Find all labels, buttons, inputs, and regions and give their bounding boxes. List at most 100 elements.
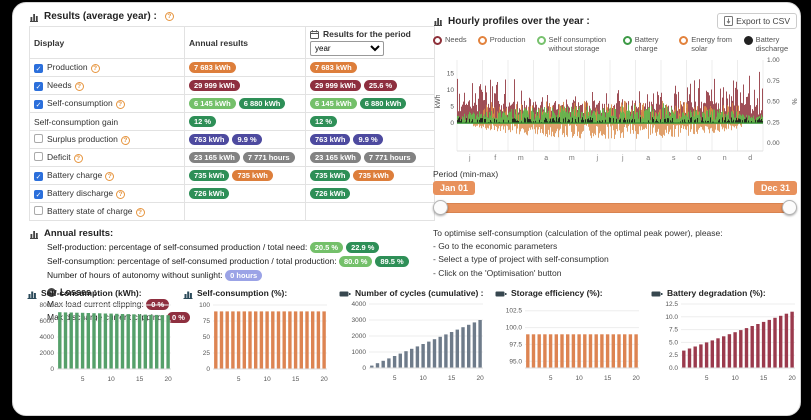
legend-dot-icon [477,36,487,45]
row-checkbox[interactable]: ✓ [34,64,43,73]
row-checkbox[interactable]: ✓ [34,172,43,181]
svg-text:20: 20 [789,375,797,382]
slider-handle-start[interactable] [433,200,448,215]
export-csv-button[interactable]: Export to CSV [717,13,797,29]
row-label-cell: ✓ Battery discharge? [29,184,185,203]
bar-chart-icon [27,291,37,299]
table-row: ✓ Battery discharge? 726 kWh 726 kWh [29,184,435,203]
help-icon[interactable]: ? [115,100,125,109]
row-label: Surplus production [47,134,118,144]
bar-chart-icon [30,13,38,22]
value-badge: 12 % [310,116,338,127]
help-icon[interactable]: ? [116,190,126,199]
value-badge: 726 kWh [189,188,230,199]
slider-handle-end[interactable] [782,200,797,215]
help-icon[interactable]: ? [73,154,83,163]
battery-icon [495,291,507,297]
value-badge: 9.9 % [232,134,262,145]
svg-text:2.5: 2.5 [669,353,678,360]
row-checkbox[interactable]: ✓ [34,100,43,109]
value-badge: 735 kWh [353,170,394,181]
mini-chart-canvas: 0 25 50 75 100 5 10 15 20 [183,299,334,389]
value-badge: 9.9 % [353,134,383,145]
svg-text:5.0: 5.0 [669,340,678,347]
mini-chart-card: Storage efficiency (%): 95.0 97.5 100.0 102… [495,288,646,389]
svg-text:0.75: 0.75 [767,78,780,85]
value-badge: 7 683 kWh [189,62,236,73]
legend-label: Battery discharge [755,35,789,53]
mini-chart-title-label: Battery degradation (%): [667,288,766,298]
help-icon[interactable]: ? [105,172,115,181]
period-values-cell: 12 % [305,112,435,131]
mini-chart-canvas: 0 1000 2000 3000 4000 5 10 15 20 [339,298,490,388]
instruction-line: To optimise self-consumption (calculatio… [433,228,723,238]
mini-chart-title: Storage efficiency (%): [495,288,646,298]
svg-text:j: j [468,155,471,162]
period-values-cell: 735 kWh 735 kWh [305,166,435,185]
legend-label: Production [489,35,526,44]
legend-item[interactable]: Battery charge [622,35,668,53]
svg-text:f: f [494,155,496,162]
legend-item[interactable]: Production [477,35,526,45]
svg-text:0.0: 0.0 [669,365,678,372]
row-checkbox[interactable]: ✓ [34,82,43,91]
svg-text:6000: 6000 [40,318,55,325]
minus-icon[interactable]: − [47,286,56,297]
row-checkbox[interactable] [34,134,43,143]
row-checkbox[interactable] [34,206,43,215]
export-icon [724,16,734,26]
svg-text:12.5: 12.5 [665,301,678,308]
value-badge: 7 771 hours [242,152,295,163]
value-badge: 726 kWh [310,188,351,199]
value-badge: 29 999 kWh [189,80,240,91]
results-panel: Results (average year) : ? Display Annua… [29,11,435,325]
mini-charts-row: Self-consumption (kWh): 0 2000 4000 6000 800… [27,288,800,389]
row-label: Production [47,62,88,72]
svg-text:n: n [723,155,727,162]
help-icon[interactable]: ? [120,136,130,145]
legend-item[interactable]: Energy from solar [679,35,732,53]
optimise-instructions: To optimise self-consumption (calculatio… [433,227,797,280]
mini-chart-title: Number of cycles (cumulative) : [339,288,490,298]
metric-line: Self-consumption: percentage of self-con… [47,256,425,267]
help-icon[interactable]: ? [90,64,100,73]
svg-text:15: 15 [447,70,455,77]
row-label-cell: Battery state of charge? [29,202,185,221]
value-badge: 89.5 % [375,256,409,267]
help-icon[interactable]: ? [164,12,174,21]
row-label-cell: Surplus production? [29,130,185,149]
bar-chart-icon [30,230,38,239]
svg-text:m: m [518,155,524,162]
annual-values-cell: 735 kWh 735 kWh [184,166,306,185]
period-values-cell: 726 kWh [305,184,435,203]
row-checkbox[interactable] [34,152,43,161]
period-select[interactable]: year [310,41,384,56]
period-range-slider[interactable] [433,200,797,215]
svg-text:m: m [569,155,575,162]
annual-values-cell: 29 999 kWh [184,76,306,95]
legend-item[interactable]: Battery discharge [743,35,797,53]
row-checkbox[interactable]: ✓ [34,190,43,199]
legend-item[interactable]: Self consumption without storage [536,35,612,53]
legend-item[interactable]: Needs [433,35,467,45]
annual-values-cell [184,202,306,221]
table-header-row: Display Annual results Results for the p… [29,26,435,59]
svg-text:0.00: 0.00 [767,140,780,147]
value-badge: 7 771 hours [363,152,416,163]
svg-text:a: a [544,155,548,162]
hourly-panel: Hourly profiles over the year : Export t… [433,13,797,280]
value-badge: 0 hours [225,270,263,281]
table-row: Deficit? 23 165 kWh 7 771 hours 23 165 kW… [29,148,435,167]
svg-text:5: 5 [705,375,709,382]
svg-text:20: 20 [165,376,173,383]
instruction-line: - Click on the 'Optimisation' button [433,267,562,278]
svg-text:10: 10 [447,87,455,94]
app-window: Results (average year) : ? Display Annua… [12,2,801,416]
help-icon[interactable]: ? [135,208,145,217]
legend-dot-icon [743,36,753,45]
instruction-line: - Go to the economic parameters [433,241,558,252]
results-title: Results (average year) : [44,11,157,22]
help-icon[interactable]: ? [74,82,84,91]
value-badge: 6 880 kWh [359,98,407,109]
slider-track[interactable] [439,203,791,213]
